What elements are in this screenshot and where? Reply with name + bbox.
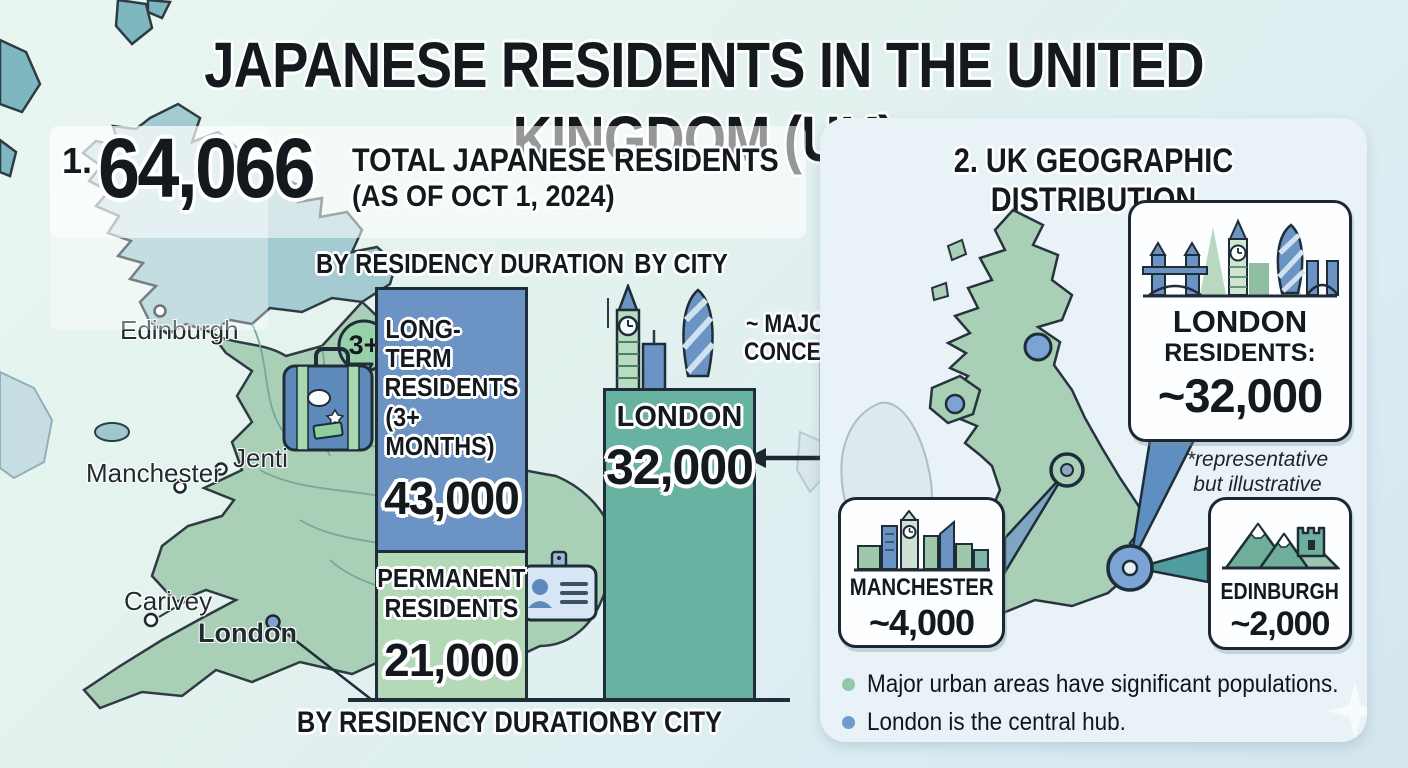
representative-note: *representative but illustrative <box>1160 448 1355 498</box>
london-city-bar: LONDON 32,000 <box>603 388 756 701</box>
residency-duration-bar: LONG-TERM RESIDENTS (3+ MONTHS) 43,000 P… <box>375 287 528 701</box>
bg-map-label-jenti: Jenti <box>233 443 288 473</box>
bullet-london-hub: London is the central hub. <box>842 708 1155 737</box>
bg-map-label-manchester: Manchester <box>86 458 222 488</box>
duration-chart-header: BY RESIDENCY DURATION <box>315 248 625 279</box>
permanent-value: 21,000 <box>384 633 520 686</box>
manchester-callout: MANCHESTER ~4,000 <box>838 497 1005 648</box>
london-callout: LONDON RESIDENTS: ~32,000 <box>1128 200 1352 442</box>
long-term-value: 43,000 <box>384 471 520 524</box>
bullet-text-2: London is the central hub. <box>867 708 1126 736</box>
edinburgh-callout: EDINBURGH ~2,000 <box>1208 497 1352 650</box>
edinburgh-callout-value: ~2,000 <box>1230 605 1331 643</box>
long-term-label-line1: LONG-TERM <box>385 314 461 374</box>
manchester-skyline-icon <box>853 510 990 572</box>
duration-axis-label: BY RESIDENCY DURATION <box>296 706 628 739</box>
total-residents-date: (AS OF OCT 1, 2024) <box>352 180 615 213</box>
long-term-label-line3: (3+ MONTHS) <box>385 401 495 461</box>
three-plus-badge: 3+ <box>348 330 380 360</box>
bullet-dot-green <box>842 678 855 691</box>
city-axis-label: BY CITY <box>621 706 723 739</box>
bg-map-label-london: London <box>198 618 297 648</box>
note-line1: *representative <box>1186 448 1329 471</box>
id-card-icon <box>520 550 598 622</box>
permanent-label-line2: RESIDENTS <box>384 592 519 623</box>
bullet-text-1: Major urban areas have significant popul… <box>867 670 1339 698</box>
permanent-label-line1: PERMANENT <box>377 563 526 594</box>
edinburgh-callout-name: EDINBURGH <box>1220 578 1340 604</box>
note-line2: but illustrative <box>1193 472 1322 496</box>
stat-band <box>50 126 806 238</box>
geographic-distribution-panel: 2. UK GEOGRAPHIC DISTRIBUTION <box>820 118 1367 742</box>
long-term-segment: LONG-TERM RESIDENTS (3+ MONTHS) 43,000 <box>378 290 525 553</box>
chart-axis-line <box>348 698 790 702</box>
suitcase-icon <box>282 319 391 452</box>
manchester-callout-name: MANCHESTER <box>849 574 994 601</box>
long-term-label-line2: RESIDENTS <box>384 372 519 403</box>
bg-map-label-edinburgh: Edinburgh <box>120 315 239 345</box>
section1-number: 1. <box>62 140 93 181</box>
london-callout-caption: RESIDENTS: <box>1164 339 1316 368</box>
permanent-segment: PERMANENT RESIDENTS 21,000 <box>377 553 526 698</box>
london-skyline-icon <box>1142 218 1339 298</box>
london-callout-value: ~32,000 <box>1157 368 1323 422</box>
edinburgh-castle-icon <box>1222 522 1340 570</box>
london-bar-skyline-icon <box>607 284 716 392</box>
bg-map-label-carivey: Carivey <box>124 586 213 616</box>
city-chart-header: BY CITY <box>634 248 728 279</box>
manchester-callout-value: ~4,000 <box>868 602 975 643</box>
bullet-dot-blue <box>842 716 855 729</box>
london-bar-label: LONDON <box>616 401 743 433</box>
london-callout-name: LONDON <box>1172 304 1308 339</box>
total-residents-caption: TOTAL JAPANESE RESIDENTS <box>352 142 779 178</box>
total-residents-value: 64,066 <box>98 121 316 215</box>
bullet-major-urban: Major urban areas have significant popul… <box>842 670 1367 699</box>
london-bar-value: 32,000 <box>606 439 754 495</box>
